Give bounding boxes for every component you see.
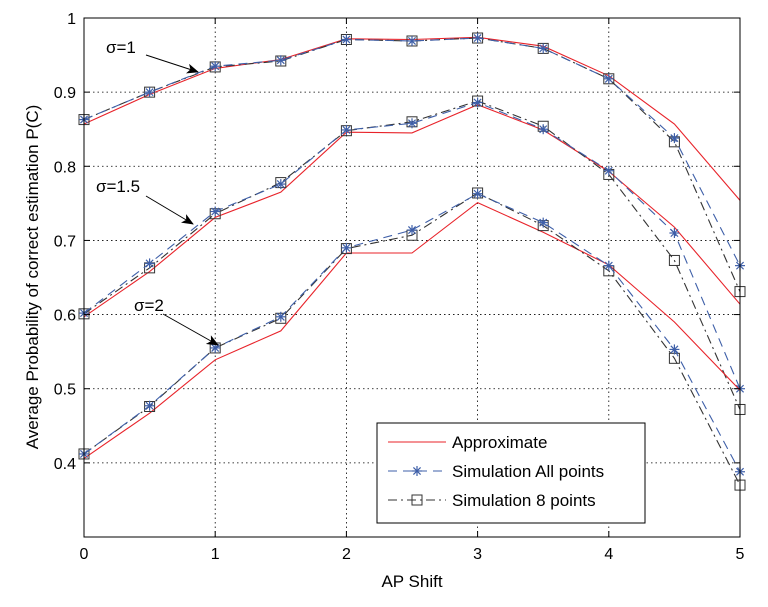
marker-stroke	[211, 62, 220, 71]
data-point-simall-group-1	[341, 34, 352, 45]
x-tick-label: 5	[736, 546, 745, 563]
data-point-simall-group-2	[210, 206, 221, 217]
legend: Approximate Simulation All points Simulati…	[376, 422, 646, 524]
marker-stroke	[407, 36, 417, 46]
data-point-simall-group-3	[407, 225, 417, 236]
marker-stroke	[211, 207, 220, 216]
data-point-simall-group-2	[669, 228, 680, 239]
data-point-simall-group-2	[144, 258, 155, 269]
data-point-simall-group-3	[472, 188, 483, 199]
data-point-simall-group-2	[275, 179, 286, 190]
series-line-simall-group-3	[83, 193, 741, 473]
ticks: 0 1 2 3 4 5 0.4 0.5 0.6 0.7 0.8 0.9 1	[54, 11, 745, 563]
legend-marker-simall	[412, 466, 422, 476]
marker-stroke	[670, 228, 679, 238]
group-label-2: σ=1.5	[96, 177, 140, 196]
y-axis-label: Average Probability of correct estimatio…	[23, 105, 42, 450]
y-tick-label: 0.7	[54, 233, 76, 250]
legend-box	[376, 422, 646, 524]
marker-stroke	[473, 33, 482, 43]
x-tick-label: 4	[604, 546, 613, 563]
data-point-simall-group-1	[407, 35, 417, 46]
y-tick-label: 0.8	[54, 159, 76, 176]
marker-stroke	[407, 226, 417, 235]
legend-marker-sim8	[411, 494, 423, 506]
marker-stroke	[342, 243, 351, 252]
y-tick-label: 1	[67, 11, 76, 28]
marker-stroke	[145, 88, 154, 97]
group-label-3: σ=2	[134, 296, 164, 315]
data-point-simall-group-1	[275, 55, 286, 66]
series-line-simall-group-2	[83, 101, 741, 389]
marker-stroke	[276, 180, 285, 189]
annotations: σ=1 σ=1.5 σ=2	[96, 38, 219, 346]
x-tick-label: 0	[80, 546, 89, 563]
marker-stroke	[539, 44, 548, 53]
data-point-simall-group-2	[538, 124, 549, 135]
marker-stroke	[342, 125, 351, 134]
marker-stroke	[145, 401, 154, 410]
data-point-sim8-group-2	[668, 254, 680, 266]
data-point-simall-group-3	[341, 242, 352, 253]
data-point-simall-group-2	[603, 165, 614, 176]
data-point-simall-group-3	[210, 342, 221, 353]
marker-stroke	[211, 343, 220, 352]
y-tick-label: 0.9	[54, 85, 76, 102]
y-tick-label: 0.5	[54, 382, 76, 399]
series-line-sim8-group-1	[83, 37, 741, 292]
legend-label-sim8: Simulation 8 points	[452, 491, 596, 510]
marker-stroke	[407, 119, 417, 128]
marker-stroke	[412, 466, 422, 476]
data-point-simall-group-2	[472, 97, 483, 108]
data-point-simall-group-3	[275, 311, 286, 322]
marker-stroke	[670, 345, 679, 354]
marker-stroke	[276, 56, 285, 65]
marker-stroke	[670, 134, 679, 143]
data-point-simall-group-1	[472, 33, 483, 44]
legend-label-approx: Approximate	[452, 433, 547, 452]
marker-stroke	[342, 35, 351, 44]
plot-frame	[83, 17, 741, 538]
marker-stroke	[604, 261, 613, 270]
data-point-simall-group-1	[210, 61, 221, 72]
series-line-approx-group-3	[83, 201, 741, 459]
data-point-simall-group-1	[538, 43, 549, 54]
data-point-simall-group-1	[603, 73, 614, 84]
legend-label-simall: Simulation All points	[452, 462, 604, 481]
y-tick-label: 0.6	[54, 308, 76, 325]
marker-stroke	[539, 218, 548, 227]
data-point-simall-group-3	[538, 217, 549, 228]
data-point-simall-group-2	[341, 124, 352, 135]
y-tick-label: 0.4	[54, 456, 76, 473]
x-axis-label: AP Shift	[381, 572, 442, 591]
x-tick-label: 3	[473, 546, 482, 563]
marker-stroke	[539, 125, 548, 134]
marker-stroke	[604, 166, 613, 175]
group-arrow-3	[162, 313, 219, 346]
x-tick-label: 2	[342, 546, 351, 563]
data-point-simall-group-3	[144, 400, 155, 411]
data-point-simall-group-3	[603, 260, 614, 271]
data-point-simall-group-2	[407, 118, 417, 129]
group-arrow-2	[145, 195, 194, 225]
data-point-simall-group-3	[669, 344, 680, 355]
marker-stroke	[276, 312, 285, 321]
data-point-simall-group-1	[669, 133, 680, 144]
series-line-approx-group-2	[83, 104, 741, 318]
data-point-simall-group-1	[144, 87, 155, 98]
group-label-1: σ=1	[106, 38, 136, 57]
series-line-simall-group-1	[83, 37, 741, 266]
x-tick-label: 1	[211, 546, 220, 563]
marker-stroke	[604, 74, 613, 83]
marker-stroke	[473, 98, 482, 107]
marker-stroke	[473, 189, 482, 198]
group-arrow-1	[145, 54, 199, 74]
marker-stroke	[145, 259, 154, 268]
